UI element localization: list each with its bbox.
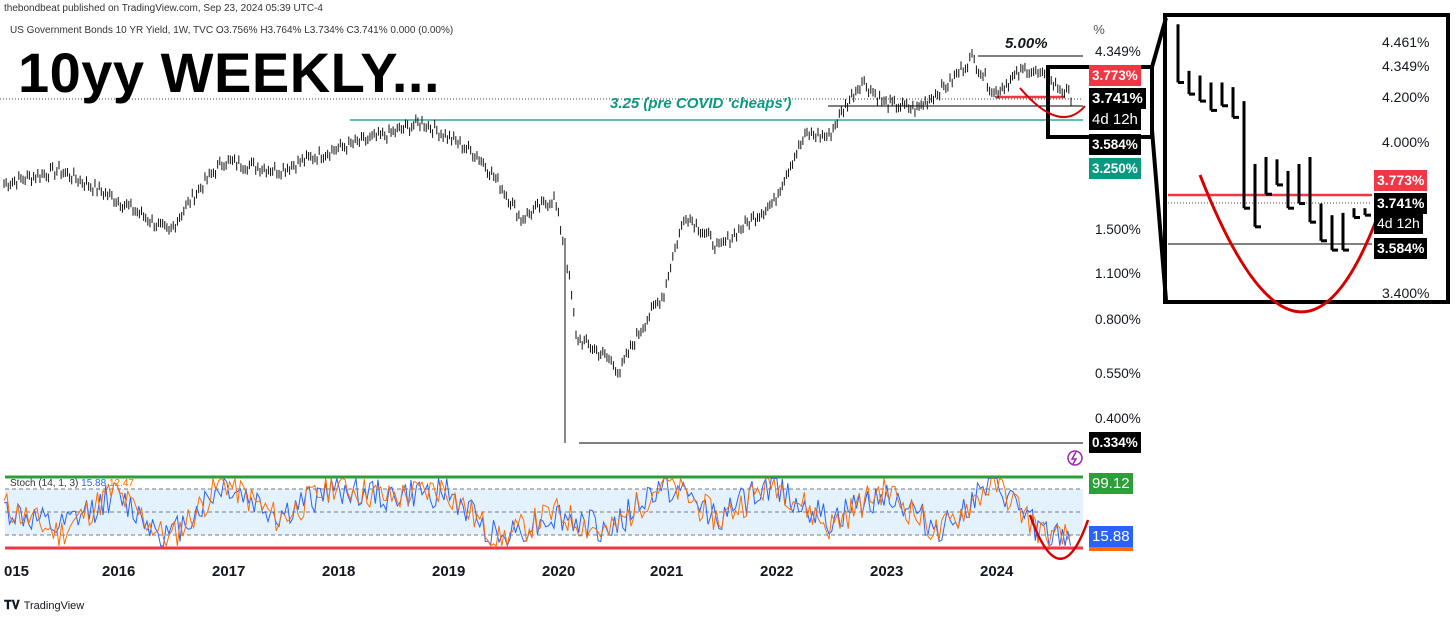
zoom-line-bottom <box>1150 129 1168 301</box>
inset-tag-countdown: 4d 12h <box>1374 213 1423 234</box>
lightning-glyph <box>1070 451 1078 465</box>
xtick-2015: 015 <box>4 563 30 580</box>
inset-label-4000: 4.000% <box>1382 134 1430 150</box>
red-curve-stoch <box>1028 514 1090 560</box>
xtick-2018: 2018 <box>322 563 356 580</box>
publisher-line: thebondbeat published on TradingView.com… <box>4 3 323 14</box>
axis-label-1100: 1.100% <box>1095 266 1141 281</box>
stoch-name: Stoch (14, 1, 3) <box>10 478 79 489</box>
xtick-2024: 2024 <box>980 563 1014 580</box>
inset-tag-3584: 3.584% <box>1374 238 1428 259</box>
annotation-pre-covid: 3.25 (pre COVID 'cheaps') <box>610 95 792 112</box>
xtick-2017: 2017 <box>212 563 246 580</box>
inset-tag-3741: 3.741% <box>1374 193 1428 214</box>
tag-3584: 3.584% <box>1089 134 1141 155</box>
stoch-tag-lower: 15.88 <box>1089 526 1133 551</box>
tag-3773: 3.773% <box>1089 65 1141 86</box>
inset-label-3400: 3.400% <box>1382 285 1430 301</box>
tradingview-brand: TradingView <box>23 599 85 612</box>
tradingview-logo-icon: 𝐓𝐕 <box>4 598 20 612</box>
xtick-2022: 2022 <box>760 563 794 580</box>
price-series <box>3 49 1072 443</box>
headline: 10yy WEEKLY... <box>18 41 441 104</box>
axis-label-4349: 4.349% <box>1095 44 1141 59</box>
zoom-line-top <box>1150 17 1168 68</box>
axis-label-0800: 0.800% <box>1095 312 1141 327</box>
stoch-tag-upper: 99.12 <box>1089 473 1133 494</box>
stoch-k-value: 15.88 <box>81 478 107 489</box>
inset-red-curve <box>1198 174 1382 314</box>
stoch-d-line <box>3 476 1071 548</box>
axis-label-0550: 0.550% <box>1095 366 1141 381</box>
symbol-info: US Government Bonds 10 YR Yield, 1W, TVC… <box>10 25 454 36</box>
tag-3250: 3.250% <box>1089 158 1141 179</box>
axis-label-0400: 0.400% <box>1095 411 1141 426</box>
xtick-2019: 2019 <box>432 563 466 580</box>
tag-0334: 0.334% <box>1089 432 1141 453</box>
annotation-5pct: 5.00% <box>1005 35 1048 52</box>
stoch-label: Stoch (14, 1, 3) 15.88 12.47 <box>10 478 134 489</box>
stoch-k-line <box>3 477 1071 548</box>
inset-label-4349: 4.349% <box>1382 58 1430 74</box>
red-curve-main <box>1019 87 1086 119</box>
inset-frame <box>1163 13 1450 304</box>
axis-label-1500: 1.500% <box>1095 222 1141 237</box>
inset-tag-3773: 3.773% <box>1374 170 1428 191</box>
tag-countdown: 4d 12h <box>1089 109 1141 130</box>
stoch-series <box>3 476 1071 548</box>
percent-scale-button[interactable]: % <box>1093 22 1105 37</box>
alert-lightning-icon[interactable] <box>1067 450 1083 466</box>
tag-3741: 3.741% <box>1089 88 1146 109</box>
inset-label-4461: 4.461% <box>1382 34 1430 50</box>
xtick-2023: 2023 <box>870 563 904 580</box>
inset-bars <box>1176 24 1371 252</box>
tradingview-footer[interactable]: 𝐓𝐕 TradingView <box>4 598 84 613</box>
xtick-2020: 2020 <box>542 563 576 580</box>
xtick-2016: 2016 <box>102 563 136 580</box>
stoch-d-value: 12.47 <box>108 478 134 489</box>
inset-label-4200: 4.200% <box>1382 89 1430 105</box>
xtick-2021: 2021 <box>650 563 684 580</box>
